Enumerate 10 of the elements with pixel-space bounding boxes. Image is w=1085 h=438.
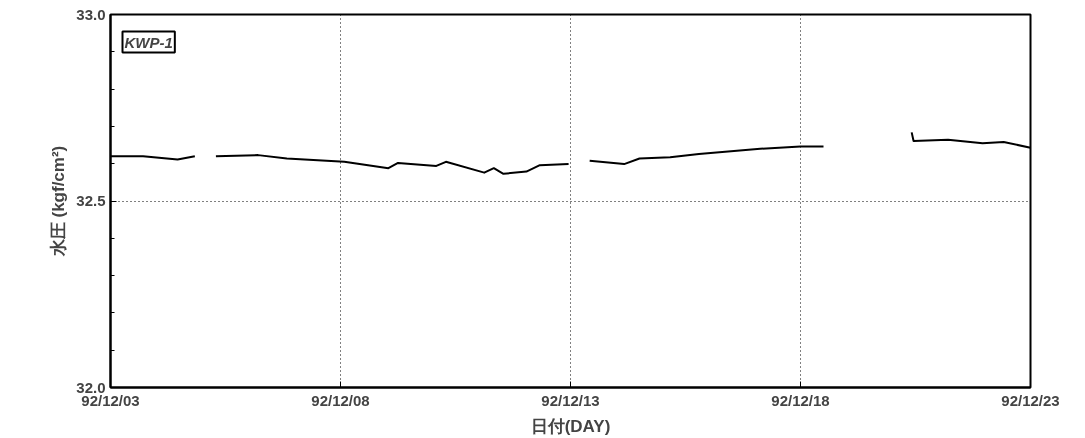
annotation: KWP-1 (124, 33, 173, 51)
x-tick-label: 92/12/18 (771, 391, 830, 409)
y-axis-title: 水圧 (kgf/cm²) (49, 145, 69, 258)
y-tick-label: 32.5 (76, 192, 106, 209)
x-tick-label: 92/12/08 (311, 391, 370, 409)
x-tick-label: 92/12/23 (1001, 391, 1060, 409)
y-tick-label: 33.0 (76, 5, 106, 23)
y-tick-label: 32.0 (76, 378, 106, 396)
x-tick-label: 92/12/13 (541, 391, 600, 409)
x-axis-title: 日付(DAY) (530, 416, 611, 436)
